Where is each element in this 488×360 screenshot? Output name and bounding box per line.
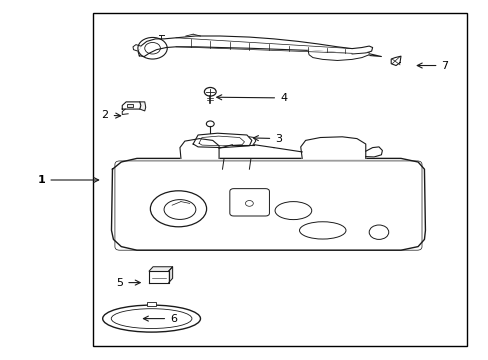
Polygon shape [193, 133, 251, 148]
Polygon shape [149, 271, 168, 283]
Polygon shape [138, 36, 381, 57]
Polygon shape [122, 102, 141, 109]
Polygon shape [300, 137, 365, 158]
Text: 2: 2 [102, 110, 121, 120]
Bar [127, 104, 133, 107]
Text: 3: 3 [253, 134, 282, 144]
Bar [93, 13, 466, 346]
Polygon shape [140, 102, 145, 111]
Polygon shape [307, 50, 368, 60]
Polygon shape [365, 147, 382, 157]
Polygon shape [149, 267, 172, 271]
Text: 6: 6 [143, 314, 177, 324]
Polygon shape [168, 267, 172, 283]
Text: 1: 1 [38, 175, 99, 185]
Text: 7: 7 [416, 60, 447, 71]
Text: 4: 4 [216, 93, 286, 103]
Text: 5: 5 [116, 278, 140, 288]
Polygon shape [390, 56, 400, 66]
Polygon shape [180, 139, 219, 158]
Bar [146, 302, 155, 306]
Polygon shape [133, 45, 141, 51]
Polygon shape [111, 158, 425, 250]
